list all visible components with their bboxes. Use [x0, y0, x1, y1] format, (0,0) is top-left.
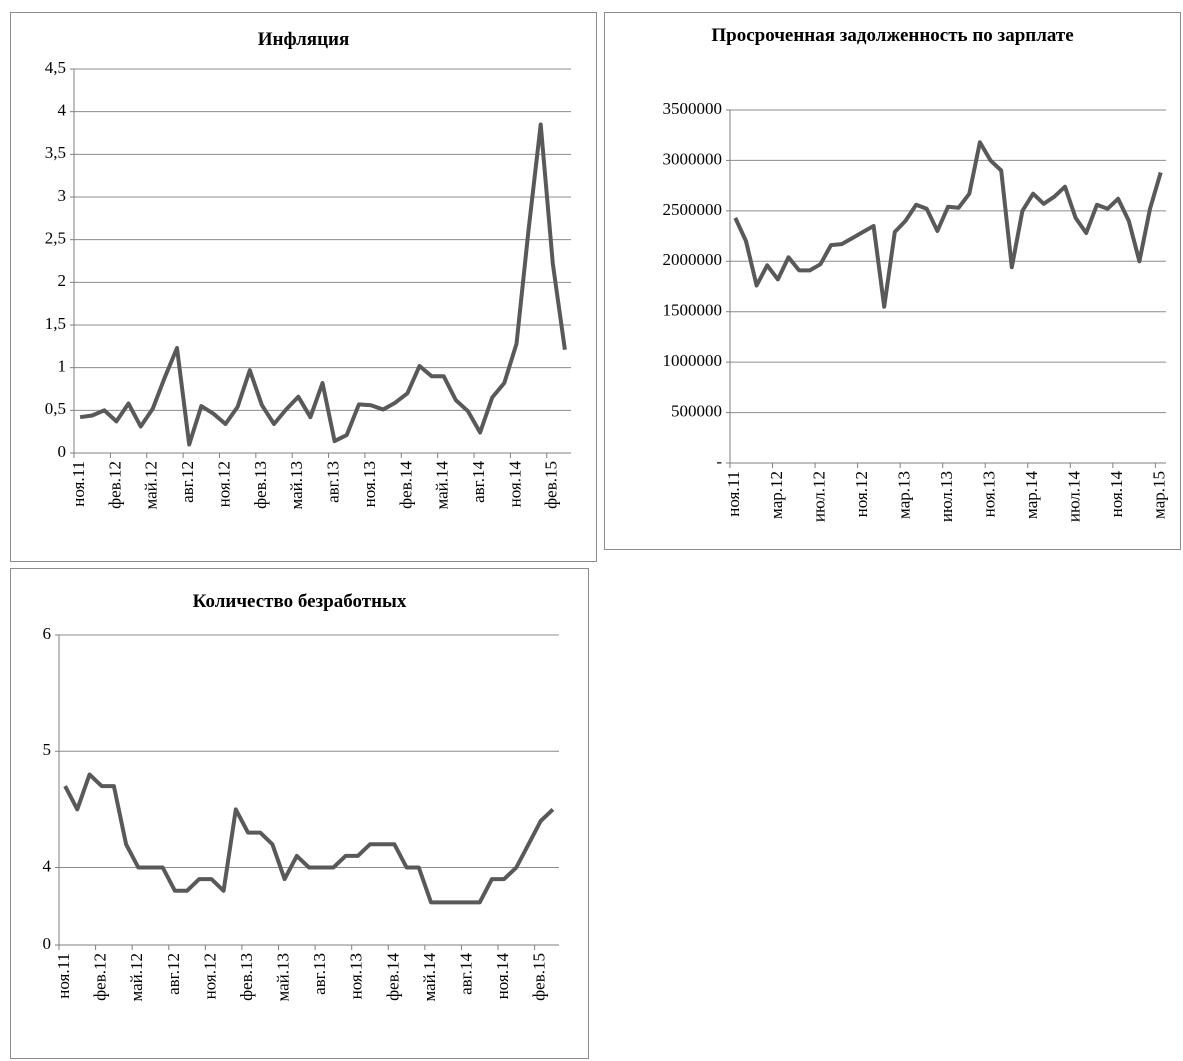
x-tick-label: фев.14 [383, 953, 402, 1001]
data-line [63, 772, 555, 905]
chart-title: Количество безработных [192, 591, 407, 612]
x-tick-label: май.14 [433, 461, 452, 510]
x-tick-label: ноя.11 [724, 471, 743, 517]
x-tick-label: ноя.14 [505, 461, 524, 508]
y-tick-label: 3000000 [663, 149, 723, 168]
x-tick-label: май.13 [287, 461, 306, 510]
x-tick-label: ноя.14 [493, 953, 512, 1000]
y-tick-label: 2500000 [663, 200, 723, 219]
y-tick-label: 4 [43, 856, 52, 875]
y-tick-label: 2000000 [663, 250, 723, 269]
plot: - 500000 1000000 1500000 2000000 2500000 30000… [663, 99, 1169, 523]
y-tick-label: 0 [58, 442, 67, 461]
x-tick-label: мар.15 [1150, 471, 1169, 519]
x-tick-label: авг.12 [178, 461, 197, 503]
x-tick-label: ноя.14 [1107, 471, 1126, 518]
x-tick-label: мар.12 [767, 471, 786, 519]
chart: Инфляция 0 0,5 1 1,5 2 2,5 3 3,5 4 4,5 ноя.11 фев.1… [10, 12, 597, 562]
x-tick-label: фев.15 [530, 953, 549, 1001]
x-tick-label: фев.12 [91, 953, 110, 1001]
x-tick-label: май.13 [274, 953, 293, 1002]
x-tick-label: ноя.11 [54, 953, 73, 999]
y-tick-label: 0 [43, 934, 52, 953]
x-tick-label: фев.13 [237, 953, 256, 1001]
x-tick-label: авг.14 [456, 953, 475, 995]
y-tick-label: 4 [58, 101, 67, 120]
chart-title: Инфляция [257, 29, 350, 50]
x-tick-label: мар.13 [894, 471, 913, 519]
y-tick-label: 5 [43, 740, 52, 759]
y-tick-label: 1000000 [663, 351, 723, 370]
x-tick-label: май.14 [420, 953, 439, 1002]
chart: Количество безработных 0 4 5 6 ноя.11 фев.12 м… [10, 568, 589, 1059]
x-tick-label: ноя.12 [214, 461, 233, 507]
x-tick-label: июл.12 [809, 471, 828, 522]
y-tick-label: 1,5 [45, 314, 66, 333]
y-tick-label: 500000 [671, 401, 722, 420]
plot: 0 0,5 1 1,5 2 2,5 3 3,5 4 4,5 ноя.11 фев.12 май.12 ав… [45, 58, 571, 510]
x-tick-label: ноя.13 [347, 953, 366, 999]
data-line [79, 122, 567, 447]
chart: Просроченная задолженность по зарплате -… [604, 12, 1181, 550]
x-tick-label: авг.13 [324, 461, 343, 503]
x-tick-label: ноя.12 [852, 471, 871, 517]
x-tick-label: авг.14 [469, 461, 488, 503]
chart-title: Просроченная задолженность по зарплате [711, 25, 1074, 46]
x-tick-label: июл.13 [937, 471, 956, 522]
y-tick-label: 3500000 [663, 99, 723, 118]
y-tick-label: 1500000 [663, 301, 723, 320]
x-tick-label: фев.14 [396, 461, 415, 509]
y-tick-label: - [716, 452, 722, 471]
x-tick-label: ноя.11 [69, 461, 88, 507]
x-tick-label: май.12 [127, 953, 146, 1002]
y-tick-label: 2,5 [45, 229, 66, 248]
data-line [733, 140, 1163, 309]
x-tick-label: ноя.13 [979, 471, 998, 517]
x-tick-label: авг.13 [310, 953, 329, 995]
x-tick-label: фев.13 [251, 461, 270, 509]
x-tick-label: июл.14 [1065, 471, 1084, 523]
plot: 0 4 5 6 ноя.11 фев.12 май.12 авг.12 ноя.12 фев.13… [43, 624, 559, 1002]
y-tick-label: 6 [43, 624, 52, 643]
x-tick-label: авг.12 [164, 953, 183, 995]
x-tick-label: май.12 [142, 461, 161, 510]
y-tick-label: 2 [58, 271, 67, 290]
x-tick-label: фев.15 [542, 461, 561, 509]
x-tick-label: мар.14 [1022, 471, 1041, 519]
x-tick-label: ноя.12 [200, 953, 219, 999]
y-tick-label: 4,5 [45, 58, 66, 77]
x-tick-label: фев.12 [105, 461, 124, 509]
y-tick-label: 0,5 [45, 399, 66, 418]
x-tick-label: ноя.13 [360, 461, 379, 507]
y-tick-label: 3,5 [45, 143, 66, 162]
y-tick-label: 1 [58, 357, 67, 376]
y-tick-label: 3 [58, 186, 67, 205]
